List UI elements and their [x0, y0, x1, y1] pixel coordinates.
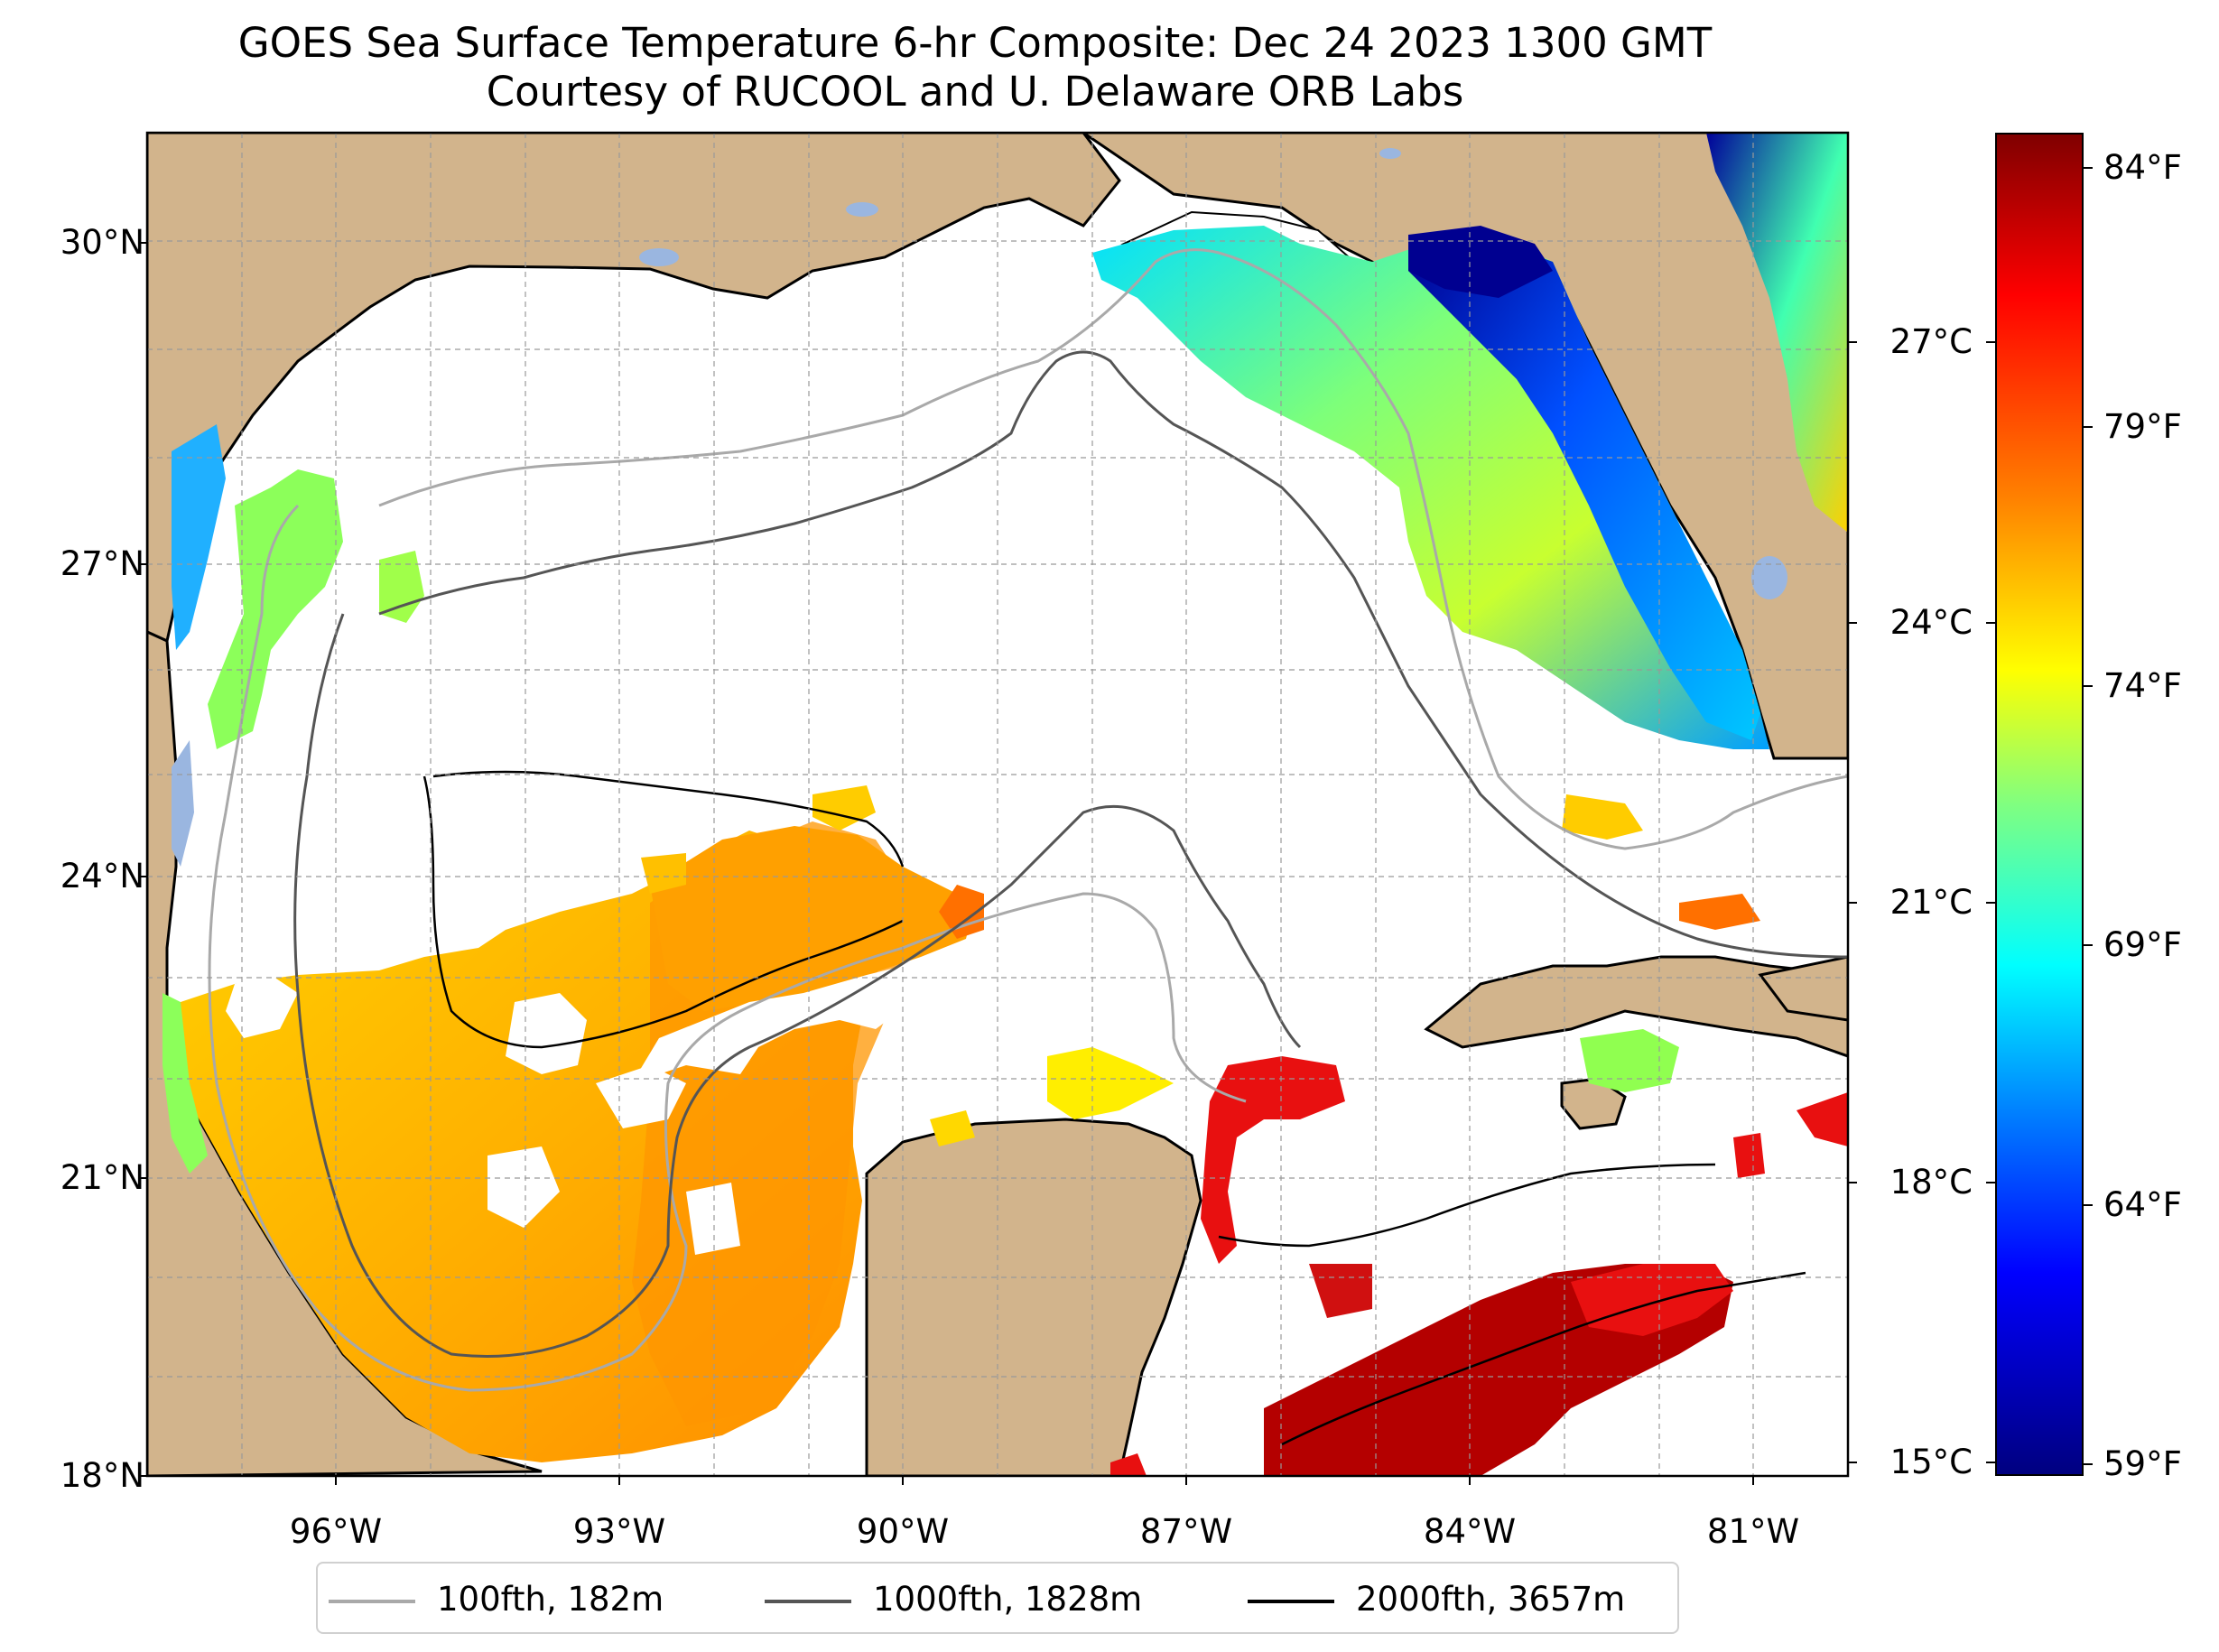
legend-label-100fth: 100fth, 182m — [437, 1580, 664, 1619]
map-subtitle: Courtesy of RUCOOL and U. Delaware ORB L… — [486, 68, 1464, 116]
bathymetry-contours — [208, 248, 1848, 1446]
legend-swatch-2000fth — [1248, 1599, 1334, 1603]
legend-swatch-1000fth — [765, 1599, 851, 1603]
lon-label-84w: 84°W — [1423, 1512, 1517, 1551]
lat-label-27n: 27°N — [60, 544, 144, 583]
celsius-label-21: 21°C — [1889, 883, 1973, 922]
celsius-label-24: 24°C — [1889, 603, 1973, 642]
legend-swatch-100fth — [329, 1599, 415, 1603]
fahrenheit-label-79: 79°F — [2103, 407, 2182, 446]
lon-label-96w: 96°W — [289, 1512, 383, 1551]
legend-item-2000fth: 2000fth, 3657m — [1248, 1580, 1625, 1620]
fahrenheit-label-64: 64°F — [2103, 1185, 2182, 1224]
legend-label-1000fth: 1000fth, 1828m — [873, 1580, 1143, 1619]
legend-item-100fth: 100fth, 182m — [329, 1580, 664, 1620]
contour-100fth — [208, 248, 1848, 1392]
contour-2000fth — [422, 770, 1806, 1446]
fahrenheit-label-84: 84°F — [2103, 148, 2182, 187]
sst-data-caribbean — [930, 1029, 1848, 1476]
land — [147, 133, 1848, 1476]
sst-colorbar — [1995, 133, 2084, 1476]
lon-label-93w: 93°W — [572, 1512, 666, 1551]
axis-ticks — [138, 242, 1857, 1485]
contour-1000fth — [293, 350, 1848, 1358]
legend-label-2000fth: 2000fth, 3657m — [1356, 1580, 1626, 1619]
lat-label-18n: 18°N — [60, 1456, 144, 1495]
lakes — [172, 148, 1787, 867]
gridlines — [147, 133, 1848, 1476]
map-frame — [145, 131, 1850, 1478]
fahrenheit-label-74: 74°F — [2103, 666, 2182, 705]
celsius-label-27: 27°C — [1889, 322, 1973, 361]
sst-data-florida-shelf — [1092, 226, 1769, 930]
legend-item-1000fth: 1000fth, 1828m — [765, 1580, 1142, 1620]
lat-label-30n: 30°N — [60, 223, 144, 262]
sst-data-texas-shelf — [162, 424, 424, 1174]
fahrenheit-label-59: 59°F — [2103, 1444, 2182, 1483]
sst-data-western-gulf — [181, 785, 984, 1462]
celsius-label-18: 18°C — [1889, 1163, 1973, 1202]
sst-data-atlantic — [1706, 133, 1848, 533]
celsius-label-15: 15°C — [1889, 1443, 1973, 1481]
bathymetry-legend: 100fth, 182m 1000fth, 1828m 2000fth, 365… — [316, 1562, 1679, 1634]
map-title: GOES Sea Surface Temperature 6-hr Compos… — [237, 19, 1713, 67]
lon-label-87w: 87°W — [1139, 1512, 1233, 1551]
lon-label-81w: 81°W — [1706, 1512, 1800, 1551]
lat-label-24n: 24°N — [60, 857, 144, 896]
lon-label-90w: 90°W — [856, 1512, 950, 1551]
fahrenheit-label-69: 69°F — [2103, 925, 2182, 964]
lat-label-21n: 21°N — [60, 1158, 144, 1197]
